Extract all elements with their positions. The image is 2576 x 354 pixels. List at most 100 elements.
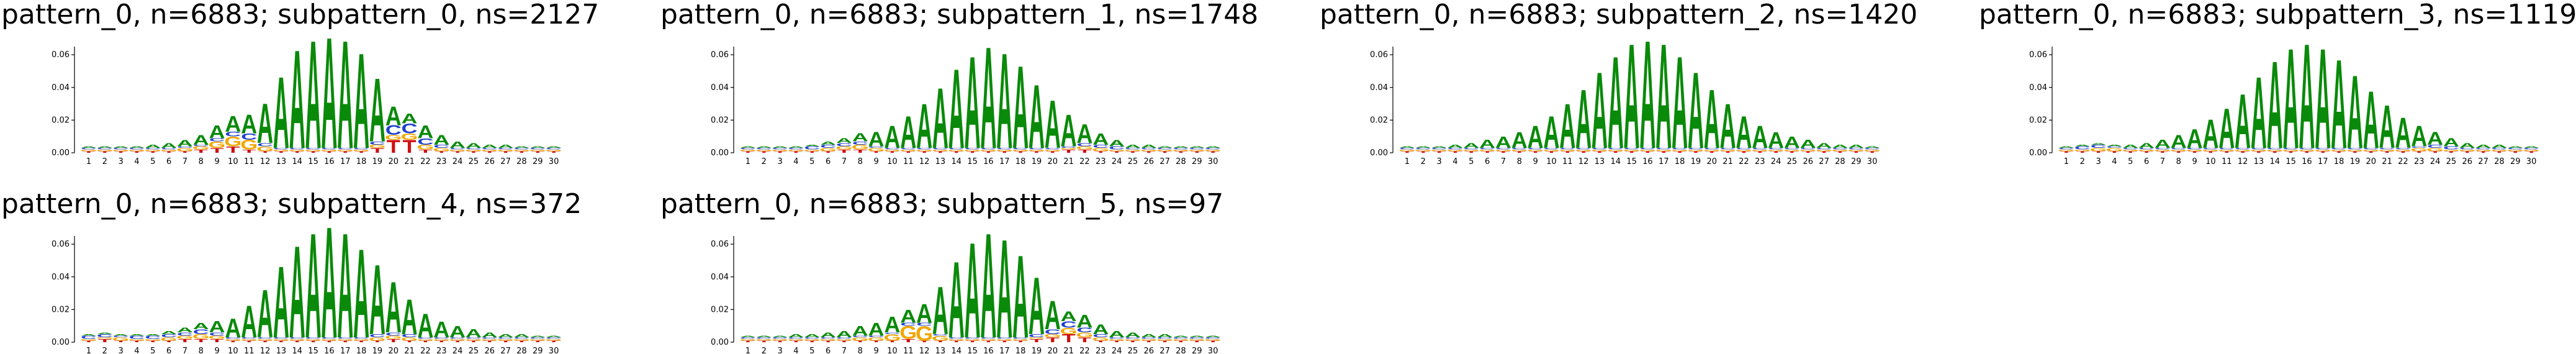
- logo-letter: G: [2154, 149, 2171, 152]
- logo-letter: A: [273, 56, 289, 170]
- logo-letter: C: [1624, 148, 1640, 150]
- logo-letter: A: [788, 333, 804, 338]
- logo-letter: T: [1737, 151, 1751, 153]
- x-tick-label: 18: [356, 157, 367, 166]
- logo-letter: G: [144, 149, 161, 152]
- logo-letter: A: [2202, 112, 2218, 157]
- x-tick-label: 17: [340, 157, 351, 166]
- logo-letter: G: [1687, 149, 1705, 152]
- logo-letter: G: [497, 338, 515, 341]
- logo-letter: C: [2122, 148, 2138, 150]
- logo-letter: A: [1125, 143, 1141, 148]
- logo-letter: G: [916, 323, 933, 345]
- logo-letter: C: [128, 335, 145, 340]
- logo-letter: G: [353, 338, 370, 341]
- logo-letter: G: [2090, 147, 2107, 152]
- x-tick-label: 14: [292, 157, 302, 166]
- logo-letter: C: [417, 137, 433, 147]
- logo-letter: G: [417, 338, 434, 341]
- logo-letter: T: [1464, 151, 1479, 153]
- logo-letter: T: [1641, 151, 1655, 153]
- logo-letter: C: [836, 142, 852, 147]
- logo-letter: C: [756, 148, 772, 150]
- logo-letter: G: [819, 147, 837, 152]
- x-tick-label: 10: [228, 347, 238, 354]
- logo-letter: C: [177, 146, 193, 148]
- logo-letter: G: [240, 338, 258, 341]
- logo-letter: A: [1061, 309, 1077, 324]
- logo-letter: T: [2123, 151, 2138, 153]
- logo-letter: A: [2187, 124, 2203, 154]
- logo-letter: G: [1092, 147, 1109, 152]
- x-tick-label: 1: [745, 347, 750, 354]
- x-tick-label: 15: [967, 157, 978, 166]
- logo-letter: T: [162, 340, 176, 343]
- logo-letter: C: [1784, 148, 1800, 150]
- logo-letter: T: [853, 340, 868, 343]
- logo-letter: C: [2475, 148, 2492, 150]
- logo-letter: T: [1529, 151, 1543, 153]
- logo-letter: T: [226, 340, 240, 343]
- logo-letter: G: [1479, 149, 1496, 152]
- x-tick-label: 17: [999, 157, 1010, 166]
- logo-letter: A: [1720, 91, 1736, 161]
- panel: pattern_0, n=6883; subpattern_2, ns=1420…: [1320, 0, 1917, 181]
- logo-letter: A: [1479, 138, 1495, 150]
- logo-letter: G: [1559, 149, 1576, 152]
- logo-letter: A: [289, 219, 305, 354]
- logo-letter: G: [176, 147, 194, 152]
- logo-letter: T: [1448, 151, 1462, 153]
- y-tick-label: 0.04: [1370, 83, 1388, 93]
- logo-letter: T: [1817, 151, 1832, 153]
- logo-letter: A: [2091, 143, 2107, 145]
- logo-letter: T: [354, 340, 369, 343]
- logo-letter: T: [2348, 151, 2362, 153]
- logo-letter: T: [1078, 148, 1091, 153]
- x-tick-label: 21: [2382, 157, 2392, 166]
- logo-letter: G: [513, 338, 530, 341]
- logo-letter: G: [755, 149, 773, 152]
- x-tick-label: 29: [533, 157, 543, 166]
- logo-letter: G: [2426, 147, 2444, 152]
- logo-letter: C: [1189, 148, 1205, 150]
- logo-letter: A: [2138, 142, 2155, 149]
- logo-letter: T: [934, 340, 948, 343]
- logo-letter: G: [835, 338, 853, 341]
- logo-letter: A: [772, 146, 788, 148]
- logo-letter: A: [1688, 49, 1704, 171]
- logo-letter: C: [1141, 148, 1157, 150]
- y-tick-label: 0.04: [2029, 83, 2047, 93]
- logo-letter: A: [948, 238, 965, 354]
- logo-letter: G: [2506, 149, 2524, 152]
- logo-letter: C: [1479, 148, 1495, 150]
- logo-letter: G: [739, 338, 757, 341]
- logo-letter: T: [290, 151, 305, 153]
- logo-letter: G: [2394, 149, 2412, 152]
- logo-letter: G: [772, 149, 789, 152]
- logo-letter: A: [2235, 79, 2251, 165]
- x-tick-label: 30: [1867, 157, 1878, 166]
- logo-letter: T: [917, 340, 932, 343]
- panel: pattern_0, n=6883; subpattern_4, ns=372 0…: [1, 188, 582, 354]
- logo-letter: C: [1543, 148, 1559, 150]
- logo-letter: T: [1030, 151, 1044, 153]
- logo-letter: T: [1513, 151, 1527, 153]
- logo-letter: T: [82, 340, 96, 343]
- logo-letter: T: [1801, 151, 1816, 153]
- logo-letter: C: [2155, 148, 2171, 150]
- x-tick-label: 20: [2366, 157, 2376, 166]
- logo-letter: A: [965, 215, 981, 354]
- logo-letter: C: [161, 148, 177, 150]
- logo-letter: A: [513, 333, 529, 338]
- logo-letter: C: [529, 148, 546, 150]
- logo-letter: A: [289, 21, 305, 178]
- logo-letter: A: [788, 146, 804, 148]
- logo-letter: C: [145, 335, 161, 340]
- logo-letter: C: [1592, 148, 1608, 150]
- logo-letter: A: [177, 326, 193, 334]
- logo-letter: T: [531, 151, 545, 153]
- logo-letter: A: [1173, 335, 1189, 338]
- x-tick-label: 22: [1079, 157, 1090, 166]
- logo-letter: A: [2218, 96, 2235, 160]
- logo-letter: A: [1109, 138, 1125, 148]
